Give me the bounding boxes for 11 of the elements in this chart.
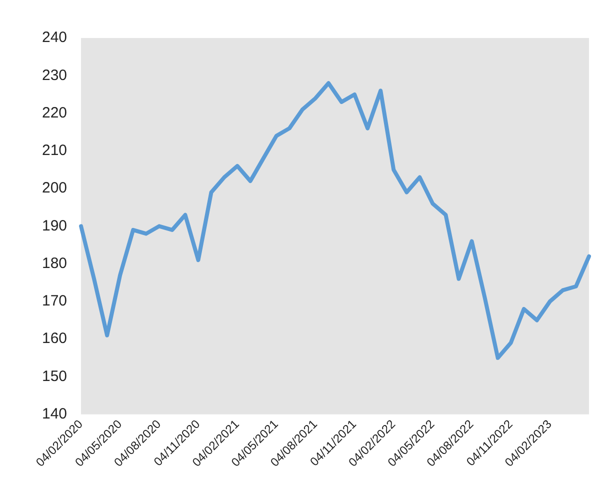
y-tick-label: 210 <box>42 142 68 160</box>
y-tick-label: 230 <box>42 66 68 84</box>
y-tick-label: 140 <box>42 405 68 422</box>
y-tick-label: 150 <box>42 368 68 385</box>
y-tick-label: 170 <box>42 292 68 310</box>
y-tick-label: 180 <box>42 254 68 272</box>
y-tick-label: 190 <box>42 217 68 234</box>
y-tick-label: 160 <box>42 330 68 348</box>
y-tick-label: 200 <box>42 180 68 197</box>
y-tick-label: 220 <box>42 104 68 122</box>
y-tick-label: 240 <box>42 29 68 46</box>
